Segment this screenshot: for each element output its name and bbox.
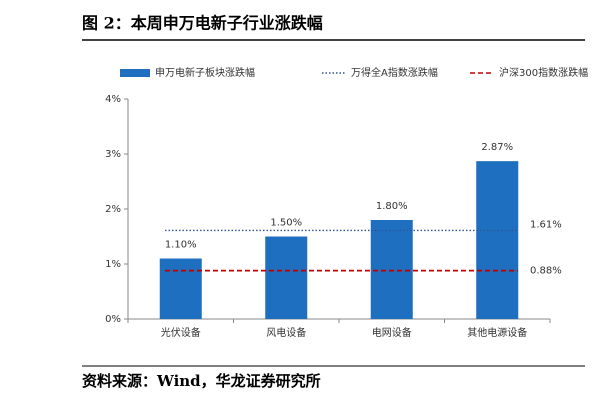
value-label: 2.87% (481, 142, 513, 153)
legend-label: 万得全A指数涨跌幅 (351, 66, 438, 79)
y-tick-label: 2% (105, 204, 121, 215)
value-label: 1.61% (530, 219, 562, 230)
bar (265, 236, 308, 319)
value-label: 1.80% (376, 201, 408, 212)
value-label: 1.10% (165, 240, 197, 251)
value-label: 1.50% (270, 218, 302, 229)
y-tick-label: 4% (105, 94, 121, 105)
x-tick-label: 风电设备 (266, 326, 306, 339)
y-tick-label: 3% (105, 149, 121, 160)
chart-title: 图 2：本周申万电新子行业涨跌幅 (82, 14, 323, 33)
bar (476, 161, 519, 319)
y-tick-label: 1% (105, 259, 121, 270)
legend-label: 沪深300指数涨跌幅 (499, 66, 588, 79)
bar (159, 258, 202, 319)
bar (370, 220, 413, 319)
y-tick-label: 0% (105, 314, 121, 325)
x-tick-label: 其他电源设备 (467, 326, 527, 339)
value-label: 0.88% (530, 265, 562, 276)
source-note: 资料来源：Wind，华龙证券研究所 (82, 372, 321, 390)
x-tick-label: 电网设备 (372, 326, 412, 339)
x-tick-label: 光伏设备 (161, 326, 201, 339)
legend-label: 申万电新子板块涨跌幅 (155, 66, 255, 79)
legend-swatch (120, 69, 150, 77)
